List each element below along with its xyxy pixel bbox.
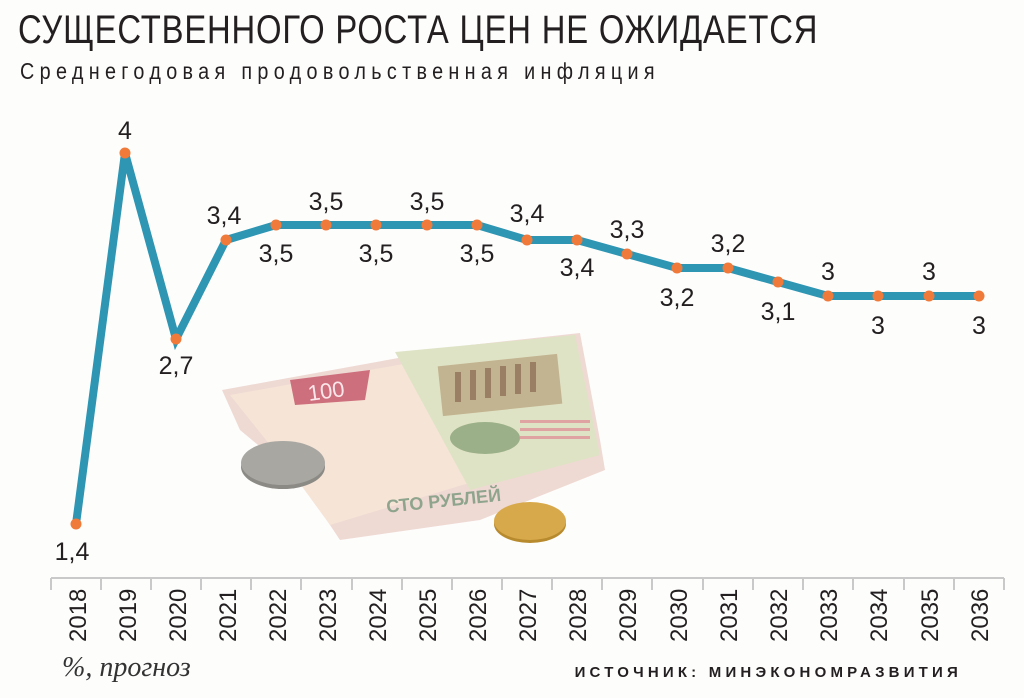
data-point [70, 518, 82, 530]
data-point [973, 290, 985, 302]
data-point [320, 219, 332, 231]
banknote-illustration: 100 СТО РУБЛЕЙ [222, 333, 605, 543]
data-label: 3,5 [359, 240, 394, 268]
x-tick-labels: 2018 2019 2020 2021 2022 2023 2024 2025 … [65, 589, 994, 642]
x-tick-label: 2027 [515, 589, 542, 642]
data-point [872, 290, 884, 302]
data-label: 3,3 [610, 216, 645, 244]
x-tick-label: 2032 [766, 589, 793, 642]
x-axis [50, 577, 1005, 590]
data-point [621, 248, 633, 260]
data-label: 3 [922, 258, 936, 286]
data-point [822, 290, 834, 302]
x-tick-label: 2025 [415, 589, 442, 642]
data-label: 3,5 [309, 188, 344, 216]
source-note: ИСТОЧНИК: МИНЭКОНОМРАЗВИТИЯ [574, 664, 962, 681]
data-point [772, 276, 784, 288]
data-point [571, 234, 583, 246]
data-label: 3,5 [259, 240, 294, 268]
data-markers [70, 147, 985, 530]
x-tick-label: 2019 [115, 589, 142, 642]
data-point [722, 262, 734, 274]
x-tick-label: 2030 [666, 589, 693, 642]
data-point [471, 219, 483, 231]
data-point [170, 333, 182, 345]
data-label: 3,1 [761, 298, 796, 326]
data-label: 4 [118, 117, 132, 145]
x-tick-label: 2033 [816, 589, 843, 642]
data-label: 3,4 [207, 202, 242, 230]
data-label: 3,5 [460, 240, 495, 268]
data-label: 3 [821, 258, 835, 286]
x-tick-label: 2035 [917, 589, 944, 642]
chart-title: СУЩЕСТВЕННОГО РОСТА ЦЕН НЕ ОЖИДАЕТСЯ [18, 8, 819, 52]
data-label: 2,7 [159, 352, 194, 380]
x-tick-label: 2029 [615, 589, 642, 642]
data-label: 3,4 [510, 200, 545, 228]
data-label: 3 [871, 312, 885, 340]
data-label: 3,4 [560, 254, 595, 282]
data-labels: 1,4 4 2,7 3,4 3,5 3,5 3,5 3,5 3,5 3,4 3,… [55, 117, 986, 566]
data-label: 3,2 [711, 230, 746, 258]
data-point [370, 219, 382, 231]
x-tick-label: 2021 [215, 589, 242, 642]
data-point [220, 234, 232, 246]
x-tick-label: 2028 [565, 589, 592, 642]
data-point [521, 234, 533, 246]
chart-subtitle: Среднегодовая продовольственная инфляция [20, 58, 660, 84]
x-tick-label: 2022 [265, 589, 292, 642]
data-label: 1,4 [55, 538, 90, 566]
x-tick-label: 2020 [165, 589, 192, 642]
data-label: 3,5 [410, 188, 445, 216]
x-tick-label: 2023 [315, 589, 342, 642]
data-point [119, 147, 131, 159]
x-tick-label: 2026 [465, 589, 492, 642]
data-point [671, 262, 683, 274]
x-tick-label: 2031 [716, 589, 743, 642]
x-tick-label: 2018 [65, 589, 92, 642]
data-point [923, 290, 935, 302]
data-label: 3,2 [660, 284, 695, 312]
x-tick-label: 2024 [365, 589, 392, 642]
data-point [421, 219, 433, 231]
data-point [270, 219, 282, 231]
x-tick-label: 2036 [967, 589, 994, 642]
unit-note: %, прогноз [62, 652, 191, 683]
svg-text:100: 100 [306, 376, 346, 406]
x-tick-label: 2034 [866, 589, 893, 642]
data-label: 3 [972, 312, 986, 340]
